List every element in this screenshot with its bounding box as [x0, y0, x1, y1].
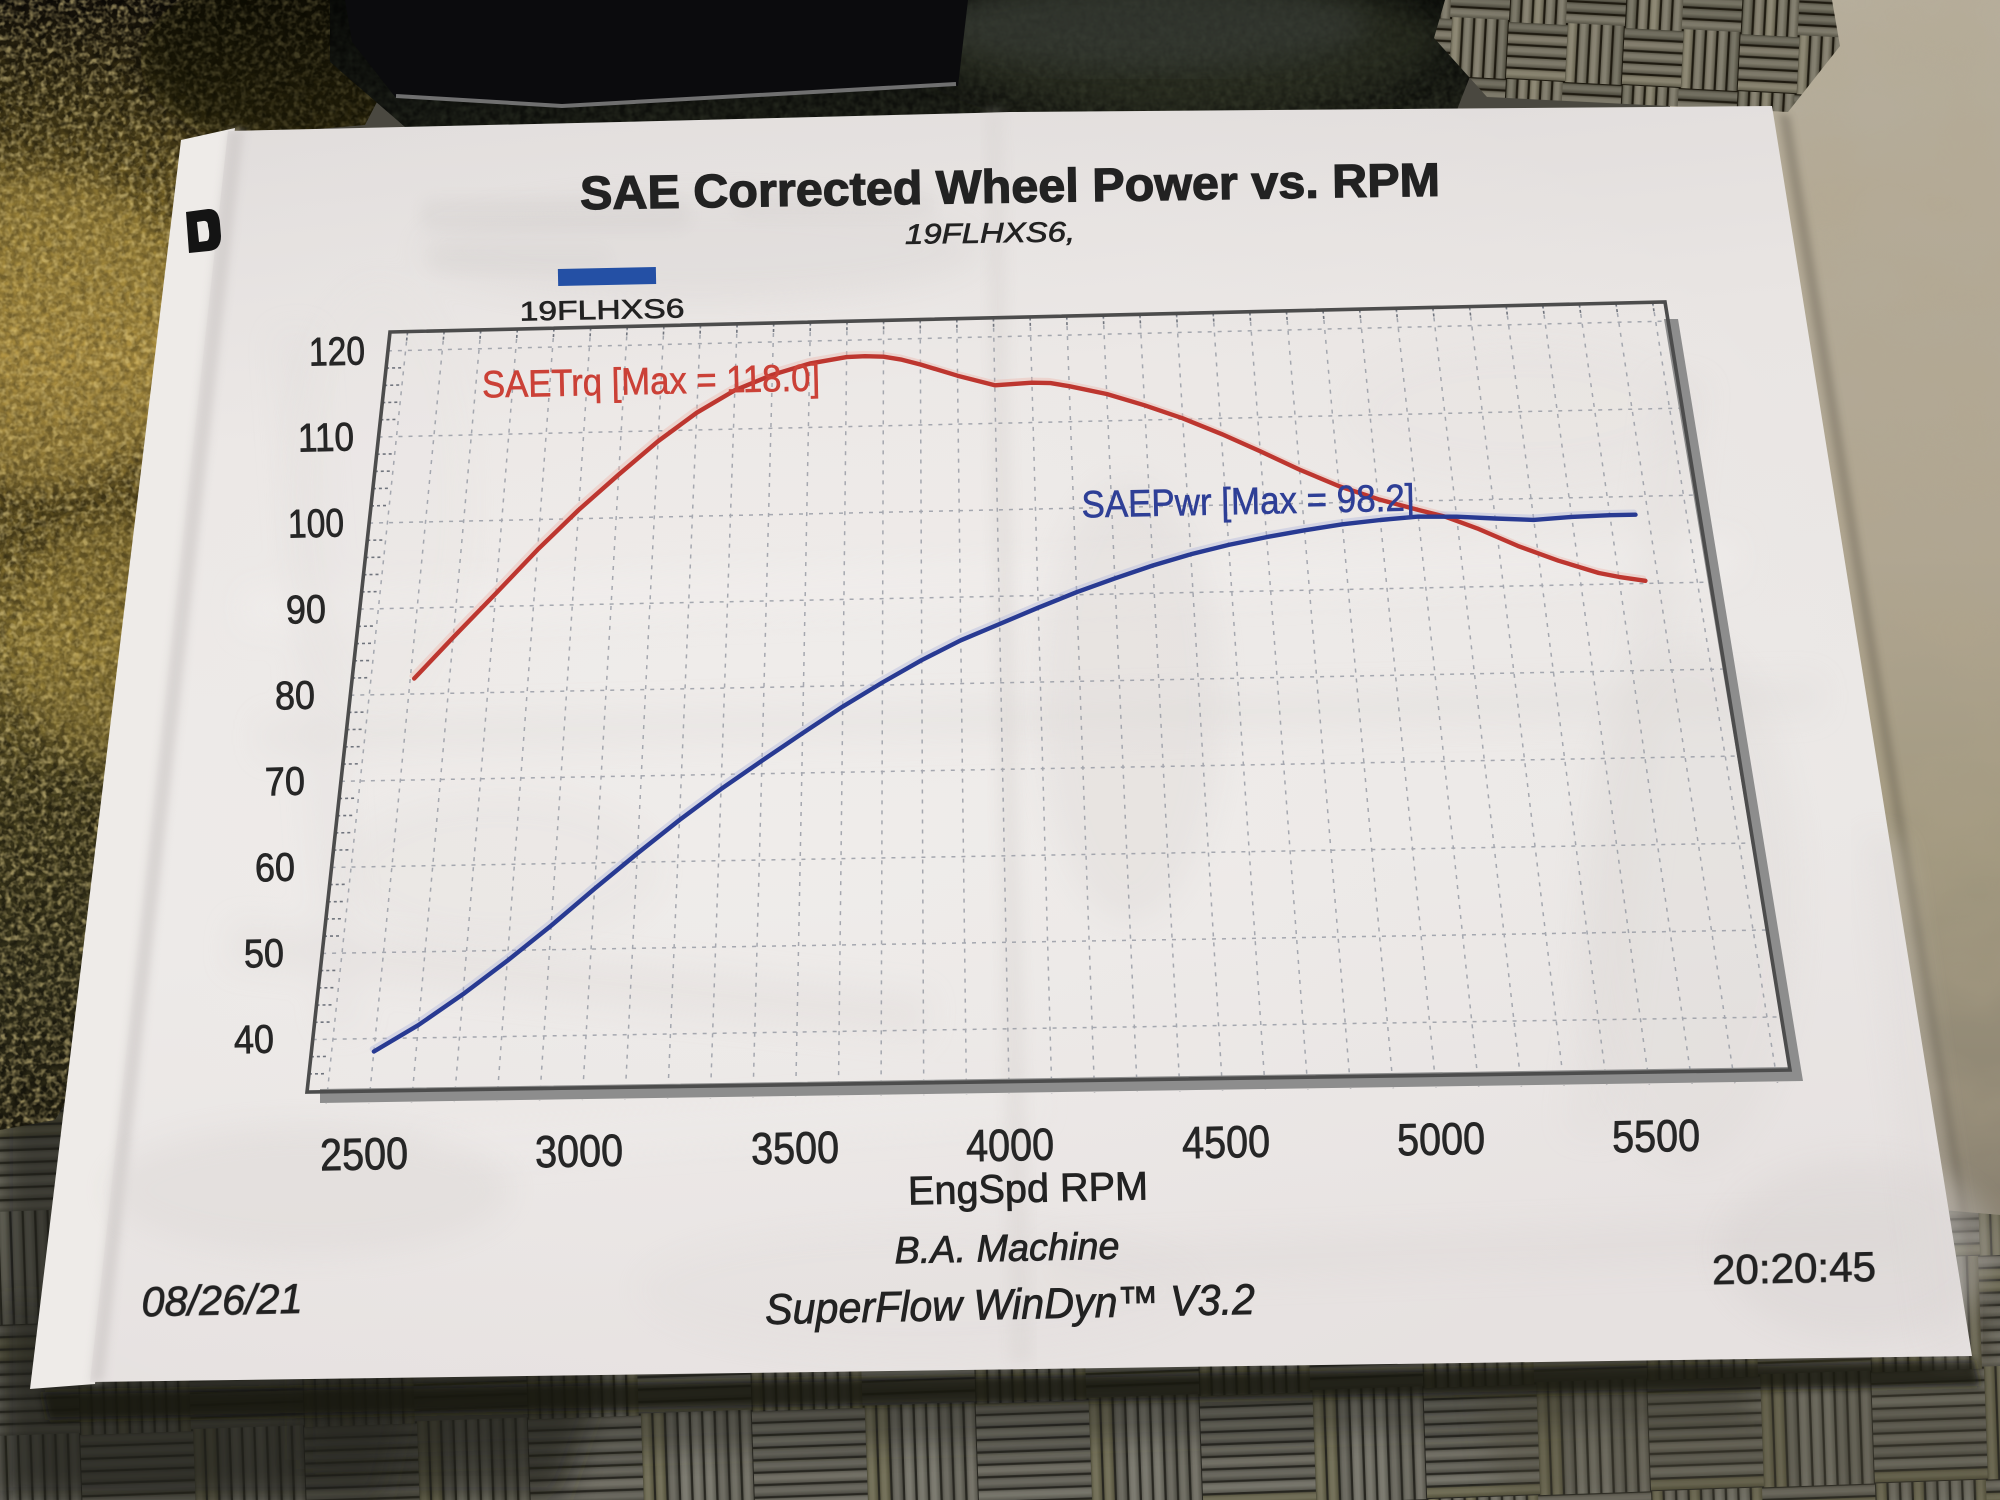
svg-text:19FLHXS6: 19FLHXS6	[519, 293, 685, 326]
svg-text:120: 120	[309, 329, 366, 374]
svg-text:60: 60	[255, 846, 296, 891]
svg-text:80: 80	[275, 674, 316, 719]
svg-text:50: 50	[244, 932, 285, 977]
svg-text:100: 100	[288, 501, 345, 546]
svg-text:SAEPwr [Max = 98.2]: SAEPwr [Max = 98.2]	[1081, 478, 1415, 527]
svg-text:5000: 5000	[1396, 1113, 1485, 1166]
svg-text:SuperFlow WinDyn™ V3.2: SuperFlow WinDyn™ V3.2	[765, 1276, 1256, 1334]
svg-text:90: 90	[286, 588, 327, 633]
svg-text:3500: 3500	[750, 1122, 839, 1175]
svg-text:SAETrq [Max = 118.0]: SAETrq [Max = 118.0]	[482, 357, 821, 406]
svg-text:110: 110	[298, 415, 355, 460]
svg-text:19FLHXS6,: 19FLHXS6,	[905, 216, 1075, 250]
svg-text:5500: 5500	[1611, 1110, 1700, 1163]
svg-text:B.A. Machine: B.A. Machine	[894, 1226, 1120, 1273]
svg-text:70: 70	[265, 760, 306, 805]
svg-text:3000: 3000	[534, 1125, 623, 1178]
svg-text:08/26/21: 08/26/21	[141, 1275, 303, 1325]
svg-text:20:20:45: 20:20:45	[1712, 1243, 1877, 1293]
svg-text:4500: 4500	[1181, 1116, 1270, 1169]
svg-text:2500: 2500	[319, 1128, 408, 1181]
svg-text:40: 40	[234, 1018, 275, 1063]
svg-text:4000: 4000	[965, 1119, 1054, 1172]
svg-text:EngSpd RPM: EngSpd RPM	[908, 1164, 1149, 1213]
